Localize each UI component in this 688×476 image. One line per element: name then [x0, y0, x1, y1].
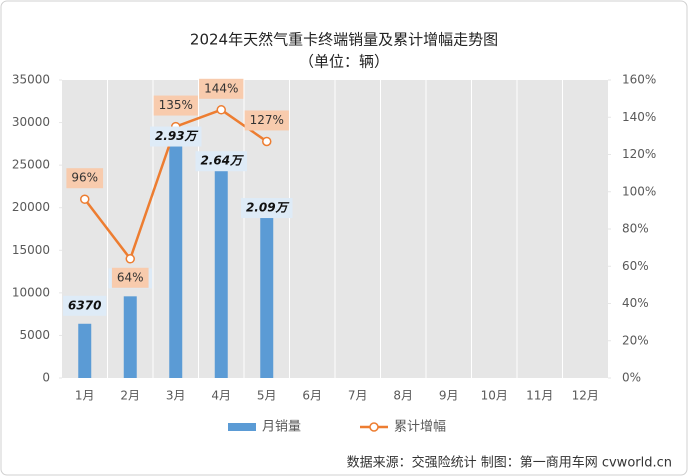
data-label: 135%	[159, 98, 193, 112]
x-tick-label: 9月	[439, 389, 459, 403]
line-marker	[125, 254, 135, 264]
y2-tick-label: 100%	[622, 184, 656, 198]
x-tick-label: 1月	[75, 389, 95, 403]
data-label-bg	[244, 110, 289, 131]
data-label: 96%	[71, 171, 98, 185]
line-marker	[80, 194, 90, 204]
legend-swatch	[228, 423, 256, 431]
y2-tick-label: 0%	[622, 371, 641, 385]
y2-tick-label: 160%	[622, 73, 656, 87]
bar	[78, 323, 92, 378]
data-label-bg	[66, 168, 104, 189]
y-tick-label: 10000	[12, 285, 50, 299]
data-label: 127%	[250, 113, 284, 127]
y-tick-label: 35000	[12, 73, 50, 87]
chart-title: 2024年天然气重卡终端销量及累计增幅走势图	[190, 31, 498, 49]
y-tick-label: 30000	[12, 115, 50, 129]
y-tick-label: 5000	[19, 328, 50, 342]
y-tick-label: 0	[42, 371, 50, 385]
x-tick-label: 2月	[120, 389, 140, 403]
x-tick-label: 5月	[257, 389, 277, 403]
x-tick-label: 7月	[348, 389, 368, 403]
y2-tick-label: 20%	[622, 333, 649, 347]
bar	[260, 200, 274, 378]
source: 数据来源：交强险统计 制图：第一商用车网 cvworld.cn	[347, 455, 672, 471]
data-label: 2.64万	[200, 154, 244, 168]
y2-tick-label: 120%	[622, 147, 656, 161]
y2-tick-label: 60%	[622, 259, 649, 273]
data-label-bg	[199, 78, 244, 99]
y-tick-label: 20000	[12, 200, 50, 214]
x-tick-label: 11月	[526, 389, 553, 403]
y-tick-label: 25000	[12, 158, 50, 172]
x-tick-label: 6月	[302, 389, 322, 403]
legend-marker	[369, 422, 379, 432]
bar	[214, 153, 228, 378]
x-tick-label: 10月	[481, 389, 508, 403]
data-label: 2.93万	[155, 129, 199, 143]
line-marker	[262, 136, 272, 147]
data-label-bg	[195, 151, 248, 172]
y-tick-label: 15000	[12, 243, 50, 257]
bar	[169, 128, 183, 378]
y2-tick-label: 80%	[622, 222, 649, 236]
data-label-bg	[240, 198, 293, 219]
data-label-bg	[153, 95, 198, 116]
x-tick-label: 12月	[572, 389, 599, 403]
data-label-bg	[63, 295, 107, 316]
legend-label: 累计增幅	[394, 420, 446, 435]
x-tick-label: 8月	[393, 389, 413, 403]
data-label-bg	[149, 126, 202, 147]
bar	[123, 296, 137, 378]
data-label: 2.09万	[246, 201, 290, 215]
y2-tick-label: 40%	[622, 296, 649, 310]
data-label: 64%	[117, 270, 144, 284]
data-label-bg	[111, 267, 149, 288]
data-label: 144%	[204, 81, 238, 95]
x-tick-label: 3月	[166, 389, 186, 403]
y2-tick-label: 140%	[622, 110, 656, 124]
line-marker	[216, 105, 226, 115]
legend-label: 月销量	[262, 420, 301, 435]
x-tick-label: 4月	[211, 389, 231, 403]
chart-subtitle: （单位：辆）	[299, 53, 389, 71]
data-label: 6370	[68, 298, 101, 312]
